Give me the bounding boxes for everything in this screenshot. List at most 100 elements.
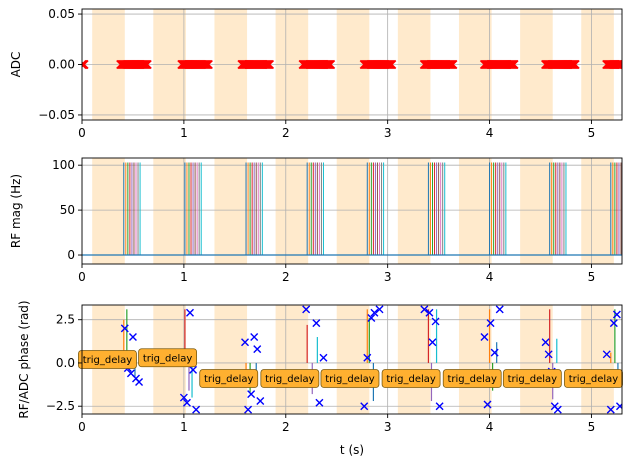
annotation-box [78, 350, 137, 369]
adc-sample-marker [570, 59, 580, 70]
annotation-box [442, 369, 502, 388]
shaded-interval [397, 305, 431, 414]
annotation-label: trig_delay [83, 355, 133, 366]
adc-phase-marker [428, 338, 437, 347]
adc-phase-marker [612, 310, 621, 319]
trig-delay-annotation: trig_delay [320, 369, 380, 388]
x-tick-label: 3 [384, 420, 392, 434]
trig-delay-annotation: trig_delay [260, 369, 320, 388]
adc-phase-marker [244, 405, 253, 414]
adc-phase-marker [128, 333, 137, 342]
x-tick-label: 2 [282, 126, 290, 140]
shaded-interval [214, 305, 248, 414]
adc-phase-marker [179, 393, 188, 402]
annotation-box [260, 369, 320, 388]
y-tick-label: 0.00 [48, 58, 75, 72]
phase-axes: trig_delay trig_delay trig_delay trig_delay… [17, 300, 623, 457]
x-tick-label: 1 [180, 270, 188, 284]
axes-frame [81, 304, 623, 415]
shaded-interval [397, 158, 431, 264]
adc-sample-marker [264, 59, 275, 70]
annotation-box [320, 369, 380, 388]
adc-phase-marker [541, 338, 550, 347]
x-tick-label: 5 [588, 126, 596, 140]
x-tick-label: 1 [180, 420, 188, 434]
adc-phase-marker [135, 377, 144, 386]
adc-phase-marker [182, 398, 191, 407]
y-tick-label: 50 [60, 203, 75, 217]
x-tick-label: 4 [486, 270, 494, 284]
adc-phase-marker [120, 324, 129, 333]
adc-phase-marker [367, 313, 376, 322]
shaded-interval [214, 158, 248, 264]
shaded-interval [458, 158, 492, 264]
adc-phase-marker [247, 390, 256, 399]
plot-area [82, 9, 622, 120]
adc-phase-marker [553, 405, 562, 414]
adc-sample-marker [203, 59, 213, 70]
y-tick-label: 0 [67, 248, 75, 262]
adc-phase-marker [495, 305, 504, 314]
adc-phase-marker [420, 305, 429, 314]
adc-sample-marker [387, 59, 397, 70]
shaded-interval [520, 158, 553, 264]
adc-phase-marker [186, 308, 194, 317]
adc-phase-marker [360, 402, 369, 411]
shaded-interval [581, 158, 614, 264]
adc-phase-marker [483, 400, 492, 409]
shaded-interval [153, 158, 186, 264]
trig-delay-annotation: trig_delay [199, 369, 259, 388]
trig-delay-annotation: trig_delay [564, 369, 623, 388]
rf-magnitude-axes: 0 1 2 3 4 5 100 50 0 RF mag (Hz) [9, 157, 623, 284]
y-tick-label: 2.5 [56, 313, 75, 327]
y-tick-label: −0.05 [38, 108, 75, 122]
shaded-interval [520, 305, 553, 414]
shaded-interval [336, 305, 370, 414]
adc-sample-marker [326, 59, 336, 70]
adc-phase-marker [606, 405, 615, 414]
adc-phase-marker [192, 405, 201, 414]
adc-phase-marker [319, 353, 328, 362]
annotation-label: trig_delay [508, 374, 558, 385]
annotation-label: trig_delay [386, 374, 436, 385]
annotation-box [502, 369, 562, 388]
annotation-box [381, 369, 441, 388]
x-tick-label: 5 [588, 420, 596, 434]
adc-phase-marker [480, 333, 489, 342]
plot-area [82, 158, 622, 264]
adc-phase-marker [312, 319, 321, 328]
adc-phase-marker [189, 365, 198, 374]
trig-delay-annotation: trig_delay [502, 369, 562, 388]
adc-sample-marker [82, 59, 89, 70]
x-tick-label: 0 [78, 420, 86, 434]
annotation-label: trig_delay [265, 374, 315, 385]
annotation-box [564, 369, 623, 388]
annotation-label: trig_delay [447, 374, 497, 385]
adc-phase-marker [370, 308, 379, 317]
adc-phase-marker [363, 353, 372, 362]
y-tick-label: 0.05 [48, 7, 75, 21]
adc-phase-marker [544, 350, 553, 359]
adc-phase-marker [490, 348, 499, 357]
axes-frame [81, 157, 623, 265]
y-axis-label: ADC [9, 52, 23, 78]
adc-phase-marker [615, 402, 622, 411]
shaded-interval [275, 305, 309, 414]
shaded-interval [458, 305, 492, 414]
y-tick-label: −2.5 [46, 399, 75, 413]
y-tick-label: 0.0 [56, 356, 75, 370]
adc-phase-marker [602, 350, 611, 359]
adc-sample-marker [448, 59, 458, 70]
annotation-label: trig_delay [569, 374, 619, 385]
x-tick-label: 3 [384, 126, 392, 140]
x-tick-label: 2 [282, 420, 290, 434]
adc-phase-marker [375, 305, 384, 314]
annotation-label: trig_delay [143, 353, 193, 364]
adc-phase-marker [250, 333, 259, 342]
x-tick-label: 3 [384, 270, 392, 284]
adc-phase-marker [435, 402, 444, 411]
x-axis-label: t (s) [340, 443, 364, 457]
adc-sample-marker [617, 59, 622, 70]
adc-sample-marker [142, 59, 152, 70]
